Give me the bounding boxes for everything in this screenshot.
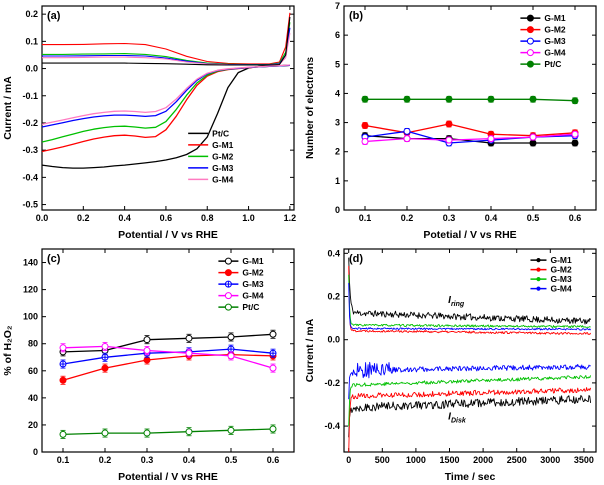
svg-text:0: 0 xyxy=(346,455,351,465)
svg-text:Current / mA: Current / mA xyxy=(2,76,14,140)
svg-text:60: 60 xyxy=(28,366,38,376)
svg-text:G-M4: G-M4 xyxy=(242,291,264,301)
svg-text:(d): (d) xyxy=(349,253,363,265)
svg-text:-0.4: -0.4 xyxy=(324,421,340,431)
svg-text:120: 120 xyxy=(23,285,38,295)
svg-text:G-M1: G-M1 xyxy=(544,13,566,23)
svg-text:G-M3: G-M3 xyxy=(242,279,264,289)
svg-text:2500: 2500 xyxy=(507,455,527,465)
svg-text:0.1: 0.1 xyxy=(57,455,70,465)
svg-text:-0.2: -0.2 xyxy=(324,378,340,388)
svg-text:G-M2: G-M2 xyxy=(544,25,566,35)
svg-text:Current / mA: Current / mA xyxy=(304,318,316,382)
svg-text:G-M2: G-M2 xyxy=(212,151,234,161)
svg-text:0.8: 0.8 xyxy=(201,213,214,223)
svg-text:0.6: 0.6 xyxy=(160,213,173,223)
svg-text:3: 3 xyxy=(335,118,340,128)
svg-text:4: 4 xyxy=(335,88,340,98)
svg-text:0.4: 0.4 xyxy=(118,213,131,223)
svg-text:G-M4: G-M4 xyxy=(212,174,234,184)
svg-text:1000: 1000 xyxy=(406,455,426,465)
svg-text:Pt/C: Pt/C xyxy=(212,128,229,138)
svg-text:1.0: 1.0 xyxy=(242,213,255,223)
chart-a-lsv-curves: 0.0 0.2 0.4 0.6 0.8 1.0 1.2 0.2 0.1 0.0 -0.1 -0.2 -0… xyxy=(2,5,297,241)
svg-text:0.2: 0.2 xyxy=(77,213,90,223)
svg-text:0.2: 0.2 xyxy=(401,213,414,223)
svg-text:0.4: 0.4 xyxy=(485,213,498,223)
svg-text:1: 1 xyxy=(335,176,340,186)
svg-text:(b): (b) xyxy=(349,10,363,22)
svg-text:1500: 1500 xyxy=(439,455,459,465)
svg-text:-0.2: -0.2 xyxy=(22,118,38,128)
svg-text:0.0: 0.0 xyxy=(25,64,38,74)
svg-text:0.6: 0.6 xyxy=(569,213,582,223)
svg-text:80: 80 xyxy=(28,339,38,349)
svg-text:G-M3: G-M3 xyxy=(212,163,234,173)
svg-text:0.0: 0.0 xyxy=(36,213,49,223)
svg-text:2: 2 xyxy=(335,147,340,157)
svg-text:100: 100 xyxy=(23,312,38,322)
panel-a: 0.0 0.2 0.4 0.6 0.8 1.0 1.2 0.2 0.1 0.0 -0.1 -0.2 -0… xyxy=(0,0,302,243)
svg-text:0.6: 0.6 xyxy=(267,455,280,465)
svg-text:0.4: 0.4 xyxy=(183,455,196,465)
svg-text:3500: 3500 xyxy=(574,455,594,465)
svg-text:(a): (a) xyxy=(47,10,61,22)
svg-text:0.0: 0.0 xyxy=(327,335,340,345)
svg-text:G-M1: G-M1 xyxy=(242,256,264,266)
svg-text:G-M2: G-M2 xyxy=(550,265,572,275)
svg-text:-0.4: -0.4 xyxy=(22,172,38,182)
svg-text:6: 6 xyxy=(335,30,340,40)
svg-text:7: 7 xyxy=(335,1,340,11)
svg-text:G-M4: G-M4 xyxy=(550,284,572,294)
svg-text:0.3: 0.3 xyxy=(443,213,456,223)
svg-text:Potential / V vs RHE: Potential / V vs RHE xyxy=(118,471,218,483)
svg-text:0.2: 0.2 xyxy=(25,9,38,19)
panel-c: 0.1 0.2 0.3 0.4 0.5 0.6 0 20 40 60 80 100 120 140 Pote… xyxy=(0,243,302,485)
chart-c-h2o2-percent: 0.1 0.2 0.3 0.4 0.5 0.6 0 20 40 60 80 100 120 140 Pote… xyxy=(2,248,295,483)
svg-text:5: 5 xyxy=(335,59,340,69)
svg-text:20: 20 xyxy=(28,420,38,430)
svg-text:(c): (c) xyxy=(47,253,61,265)
svg-text:Pt/C: Pt/C xyxy=(242,302,259,312)
svg-text:0: 0 xyxy=(33,447,38,457)
svg-text:0.5: 0.5 xyxy=(225,455,238,465)
svg-text:0.3: 0.3 xyxy=(141,455,154,465)
svg-text:0.5: 0.5 xyxy=(527,213,540,223)
svg-text:0.2: 0.2 xyxy=(99,455,112,465)
chart-d-chronoamperometry: 0 500 1000 1500 2000 2500 3000 3500 0.4 0.2 0.0 -0.… xyxy=(304,248,597,483)
svg-text:500: 500 xyxy=(375,455,390,465)
svg-text:0: 0 xyxy=(335,205,340,215)
svg-text:-0.5: -0.5 xyxy=(22,200,38,210)
svg-text:1.2: 1.2 xyxy=(284,213,297,223)
svg-text:Number of electrons: Number of electrons xyxy=(304,57,316,159)
svg-text:3000: 3000 xyxy=(540,455,560,465)
svg-text:Potetial / V vs RHE: Potetial / V vs RHE xyxy=(423,229,516,241)
svg-text:0.1: 0.1 xyxy=(359,213,372,223)
svg-text:0.4: 0.4 xyxy=(327,248,340,258)
panel-d: 0 500 1000 1500 2000 2500 3000 3500 0.4 0.2 0.0 -0.… xyxy=(302,243,604,485)
svg-text:40: 40 xyxy=(28,393,38,403)
svg-text:G-M4: G-M4 xyxy=(544,48,566,58)
svg-text:Potential / V vs RHE: Potential / V vs RHE xyxy=(118,229,218,241)
svg-text:-0.3: -0.3 xyxy=(22,145,38,155)
svg-text:G-M2: G-M2 xyxy=(242,268,264,278)
svg-text:0.2: 0.2 xyxy=(327,292,340,302)
svg-text:-0.1: -0.1 xyxy=(22,91,38,101)
svg-text:G-M3: G-M3 xyxy=(550,274,572,284)
svg-text:2000: 2000 xyxy=(473,455,493,465)
svg-text:% of H₂O₂: % of H₂O₂ xyxy=(2,325,14,375)
svg-text:G-M1: G-M1 xyxy=(550,255,572,265)
svg-text:Time / sec: Time / sec xyxy=(445,471,496,483)
chart-b-electron-number: 0.1 0.2 0.3 0.4 0.5 0.6 0 1 2 3 4 5 6 7 Potetial / V v… xyxy=(304,1,597,241)
svg-text:G-M3: G-M3 xyxy=(544,36,566,46)
panel-b: 0.1 0.2 0.3 0.4 0.5 0.6 0 1 2 3 4 5 6 7 Potetial / V v… xyxy=(302,0,604,243)
svg-text:Pt/C: Pt/C xyxy=(544,59,561,69)
svg-text:140: 140 xyxy=(23,258,38,268)
svg-text:G-M1: G-M1 xyxy=(212,140,234,150)
svg-text:0.1: 0.1 xyxy=(25,36,38,46)
